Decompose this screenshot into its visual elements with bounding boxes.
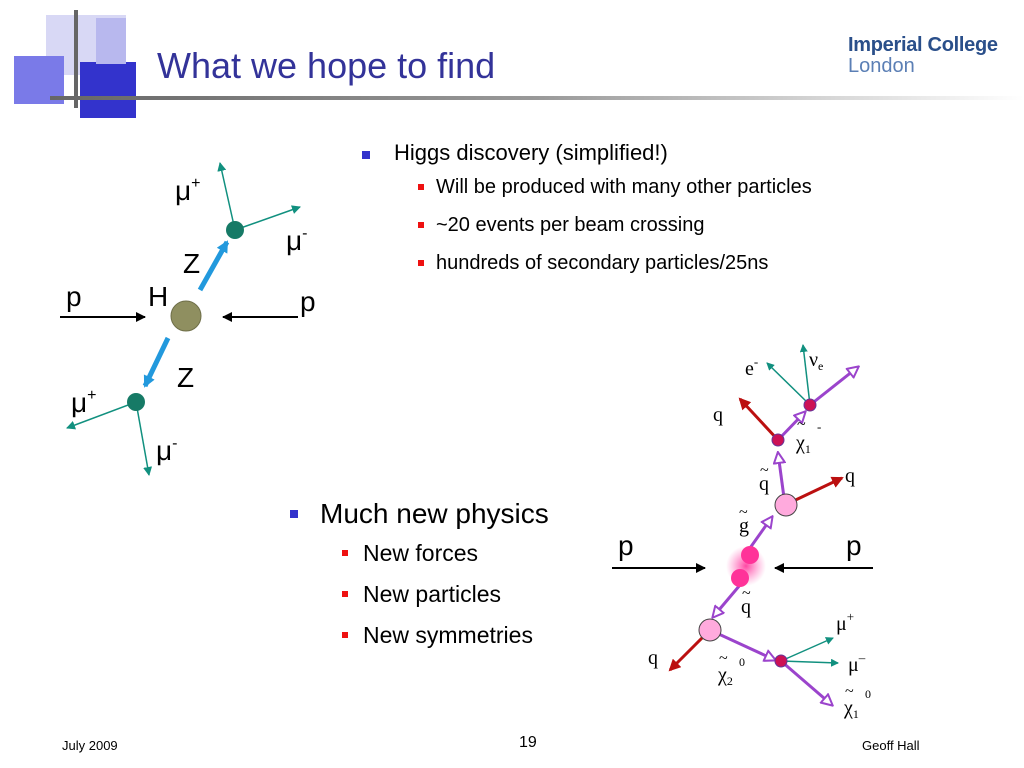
bullets-new-physics: Much new physics New forces New particle…	[290, 495, 549, 656]
label-neutralino-1-tilde: ~	[845, 683, 854, 700]
muon-track	[234, 205, 301, 231]
label-quark: q	[648, 647, 658, 669]
squark-vertex	[731, 569, 749, 587]
bullet-item: New forces	[290, 533, 549, 574]
label-quark: q	[845, 465, 855, 487]
sparticle-line	[809, 367, 858, 407]
z-decay-vertex-lower	[127, 393, 145, 411]
squark-decay-vertex	[698, 618, 722, 642]
label-proton-left: p	[618, 530, 634, 561]
chargino-decay-vertex	[803, 398, 817, 412]
bullet-square-icon	[418, 260, 424, 266]
sparticle-line	[748, 517, 772, 549]
bullet-heading: Much new physics	[290, 495, 549, 533]
label-muon-minus-upper: μ-	[286, 225, 307, 256]
label-muon-plus: μ+	[836, 609, 854, 635]
bullets-higgs: Higgs discovery (simplified!) Will be pr…	[362, 138, 812, 282]
sparticle-line	[780, 659, 832, 705]
muon-track	[217, 162, 236, 231]
label-chargino-tilde: ~	[797, 416, 806, 433]
bullet-square-icon	[362, 151, 370, 159]
bullet-item: New symmetries	[290, 615, 549, 656]
label-higgs: H	[148, 281, 168, 312]
higgs-decay-diagram: p p H Z Z μ+ μ- μ+ μ-	[60, 162, 316, 476]
bullet-item: ~20 events per beam crossing	[362, 206, 812, 244]
label-quark: q	[713, 404, 723, 426]
label-proton-left: p	[66, 281, 82, 312]
label-gluino: g	[739, 515, 749, 537]
bullet-square-icon	[418, 184, 424, 190]
label-z-upper: Z	[183, 248, 200, 279]
bullet-square-icon	[342, 591, 348, 597]
squark-decay-vertex	[774, 493, 798, 517]
label-neutralino-1: χ1	[843, 697, 859, 721]
label-squark-upper: q	[759, 473, 769, 495]
label-electron: e-	[745, 354, 758, 380]
label-muon-minus: μ–	[848, 650, 866, 676]
bullet-item: New particles	[290, 574, 549, 615]
label-muon-plus-upper: μ+	[175, 175, 200, 206]
neutralino-vertex	[774, 654, 788, 668]
label-neutralino-2-zero: 0	[739, 655, 745, 669]
sparticle-line	[713, 584, 742, 617]
bullet-square-icon	[342, 632, 348, 638]
lepton-track	[780, 637, 834, 662]
z-boson-lower	[142, 336, 171, 388]
slide-title: What we hope to find	[157, 45, 496, 86]
label-proton-right: p	[846, 530, 862, 561]
bullet-square-icon	[342, 550, 348, 556]
muon-track	[66, 401, 137, 430]
label-squark-tilde: ~	[760, 462, 769, 479]
label-muon-minus-lower: μ-	[156, 435, 177, 466]
chargino-vertex	[771, 433, 785, 447]
quark-jet	[738, 397, 780, 442]
z-boson-upper	[197, 240, 230, 292]
footer-date: July 2009	[62, 738, 118, 753]
higgs-vertex	[170, 300, 202, 332]
bullet-heading: Higgs discovery (simplified!)	[362, 138, 812, 168]
bullet-item: Will be produced with many other particl…	[362, 168, 812, 206]
label-squark-tilde: ~	[742, 585, 751, 602]
label-z-lower: Z	[177, 362, 194, 393]
label-proton-right: p	[300, 286, 316, 317]
z-decay-vertex-upper	[226, 221, 244, 239]
title-underline	[50, 96, 1024, 100]
label-chargino: χ1	[795, 432, 811, 456]
lepton-track	[766, 362, 811, 406]
bullet-square-icon	[418, 222, 424, 228]
susy-cascade-diagram: p p e- νe q χ1 - ~ q q ~ g ~ q ~ q χ2 ~ …	[612, 344, 873, 721]
gluino-vertex	[741, 546, 759, 564]
label-neutralino-1-zero: 0	[865, 687, 871, 701]
label-neutrino: νe	[809, 349, 823, 373]
footer-author: Geoff Hall	[862, 738, 920, 753]
label-gluino-tilde: ~	[739, 504, 748, 521]
label-squark-lower: q	[741, 596, 751, 618]
bullet-square-icon	[290, 510, 298, 518]
sparticle-line	[709, 628, 775, 660]
lepton-track	[780, 658, 839, 667]
muon-track	[135, 401, 153, 476]
bullet-item: hundreds of secondary particles/25ns	[362, 244, 812, 282]
footer-page-number: 19	[519, 734, 537, 751]
label-neutralino-2-tilde: ~	[719, 650, 728, 667]
label-muon-plus-lower: μ+	[71, 387, 96, 418]
label-chargino-charge: -	[817, 419, 821, 434]
lepton-track	[799, 344, 811, 406]
label-neutralino-2: χ2	[717, 664, 733, 688]
